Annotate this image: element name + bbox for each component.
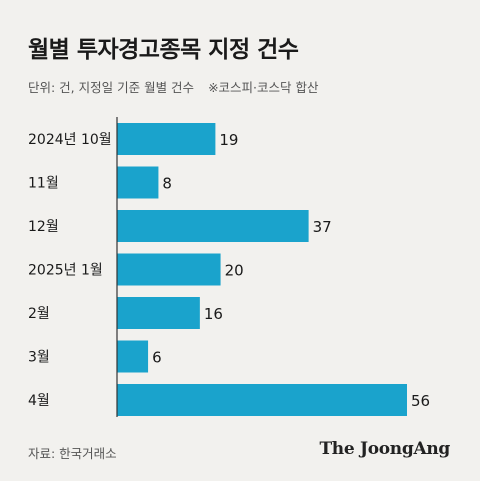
category-labels-group: 2024년 10월 11월 12월 2025년 1월 2월 3월 4월 <box>28 132 112 409</box>
chart-subtitle: 단위: 건, 지정일 기준 월별 건수 ※코스피·코스닥 합산 <box>28 77 318 96</box>
value-label: 8 <box>162 175 172 193</box>
category-label: 4월 <box>28 393 50 409</box>
chart-title: 월별 투자경고종목 지정 건수 <box>28 37 299 63</box>
bars-group <box>117 123 407 416</box>
bar <box>117 297 200 329</box>
bar <box>117 384 407 416</box>
source-note: 자료: 한국거래소 <box>28 446 117 461</box>
category-label: 2025년 1월 <box>28 263 103 279</box>
value-label: 16 <box>204 305 223 323</box>
bar <box>117 253 221 286</box>
bar <box>117 123 216 155</box>
bar <box>117 210 309 242</box>
category-label: 2024년 10월 <box>28 132 112 148</box>
bar <box>117 340 149 373</box>
value-label: 20 <box>225 262 244 280</box>
value-label: 56 <box>411 392 430 410</box>
scope-note: ※코스피·코스닥 합산 <box>208 80 319 95</box>
value-label: 37 <box>313 218 332 236</box>
category-label: 3월 <box>28 350 50 366</box>
category-label: 12월 <box>28 219 59 235</box>
value-label: 19 <box>219 131 238 149</box>
category-label: 11월 <box>28 176 59 192</box>
brand-logo: The JoongAng <box>319 439 450 459</box>
bar <box>117 166 159 199</box>
category-label: 2월 <box>28 306 50 322</box>
value-label: 6 <box>152 349 162 367</box>
value-labels-group: 19 8 37 20 16 6 56 <box>152 131 430 410</box>
unit-note: 단위: 건, 지정일 기준 월별 건수 <box>28 80 195 95</box>
